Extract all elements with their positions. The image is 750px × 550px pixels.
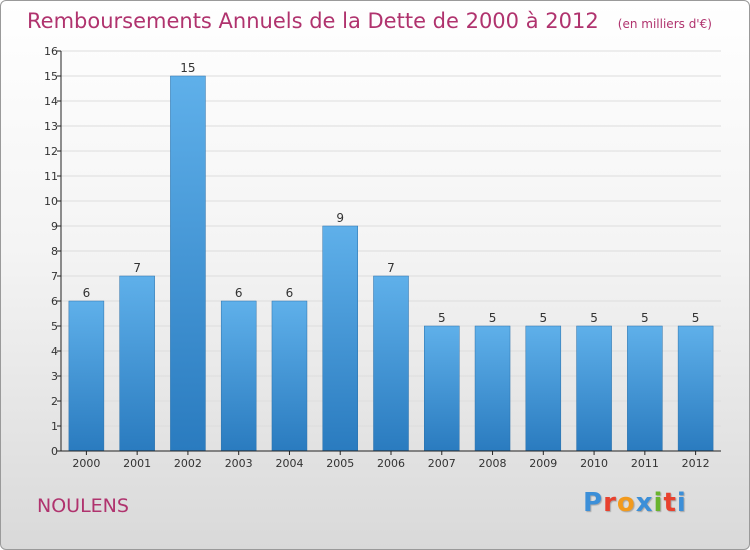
y-tick-label: 16: [44, 45, 58, 58]
x-tick-label: 2002: [174, 457, 202, 470]
chart-title: Remboursements Annuels de la Dette de 20…: [27, 9, 599, 33]
bar: [68, 300, 105, 452]
x-tick-label: 2007: [428, 457, 456, 470]
bar-value-label: 5: [539, 311, 547, 325]
y-tick-label: 2: [51, 395, 58, 408]
proxiti-logo: Proxiti: [583, 488, 687, 518]
y-tick-label: 14: [44, 95, 58, 108]
bar: [525, 325, 562, 452]
x-tick-label: 2010: [580, 457, 608, 470]
x-axis: 2000 2001 2002 2003 2004 2005 2006 2007 2008 2009…: [61, 450, 721, 470]
y-tick-label: 9: [51, 220, 58, 233]
bar: [373, 275, 409, 452]
bar: [424, 325, 460, 452]
bar: [271, 300, 308, 452]
bar: [677, 325, 714, 452]
bar-value-label: 7: [133, 261, 141, 275]
y-tick-label: 6: [51, 295, 58, 308]
logo-letter: t: [663, 488, 677, 518]
x-tick-label: 2001: [123, 457, 151, 470]
y-tick-label: 13: [44, 120, 58, 133]
data-labels: 6 7 15 6 6 9 7 5 5 5 5 5 5: [83, 61, 700, 325]
y-tick-label: 1: [51, 420, 58, 433]
x-tick-label: 2000: [72, 457, 100, 470]
y-tick-label: 10: [44, 195, 58, 208]
x-tick-label: 2005: [326, 457, 354, 470]
bar-value-label: 6: [286, 286, 294, 300]
bar-value-label: 5: [692, 311, 700, 325]
x-tick-label: 2009: [529, 457, 557, 470]
y-tick-label: 3: [51, 370, 58, 383]
bar: [474, 325, 511, 452]
y-tick-label: 15: [44, 70, 58, 83]
bar-value-label: 5: [590, 311, 598, 325]
bar: [119, 275, 155, 452]
bar-value-label: 5: [641, 311, 649, 325]
logo-letter: i: [676, 488, 687, 518]
y-tick-label: 4: [51, 345, 58, 358]
bar: [170, 75, 206, 452]
commune-name: NOULENS: [37, 495, 129, 517]
x-tick-label: 2012: [682, 457, 710, 470]
bar-value-label: 6: [235, 286, 243, 300]
x-tick-label: 2011: [631, 457, 659, 470]
logo-letter: r: [603, 488, 617, 518]
bar-value-label: 7: [387, 261, 395, 275]
x-tick-label: 2003: [225, 457, 253, 470]
bar-value-label: 6: [83, 286, 91, 300]
bar: [322, 225, 358, 452]
logo-letter: P: [583, 488, 604, 518]
y-tick-label: 12: [44, 145, 58, 158]
logo-letter: o: [616, 488, 636, 518]
y-tick-label: 0: [51, 445, 58, 458]
logo-letter: x: [635, 488, 654, 518]
logo-letter: i: [653, 488, 664, 518]
x-tick-label: 2008: [479, 457, 507, 470]
bar: [627, 325, 663, 452]
bar-value-label: 5: [438, 311, 446, 325]
y-tick-label: 11: [44, 170, 58, 183]
chart-subtitle: (en milliers d'€): [617, 17, 712, 31]
chart-header: Remboursements Annuels de la Dette de 20…: [27, 9, 712, 33]
bar: [220, 300, 257, 452]
y-tick-label: 8: [51, 245, 58, 258]
x-tick-label: 2004: [275, 457, 303, 470]
bar-value-label: 5: [489, 311, 497, 325]
y-tick-label: 7: [51, 270, 58, 283]
bar-value-label: 9: [336, 211, 344, 225]
bar-value-label: 15: [180, 61, 195, 75]
y-tick-label: 5: [51, 320, 58, 333]
bar: [576, 325, 612, 452]
x-tick-label: 2006: [377, 457, 405, 470]
bars: [68, 75, 714, 452]
